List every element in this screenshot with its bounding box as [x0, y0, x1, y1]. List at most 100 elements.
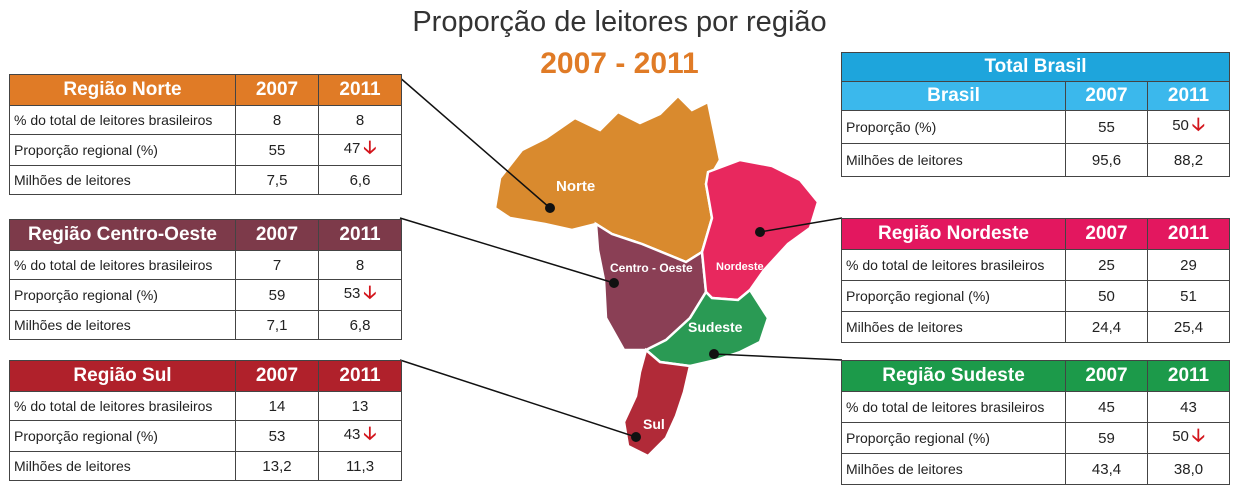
cell-2011: 50 🡣: [1146, 110, 1231, 144]
value: 8: [355, 111, 365, 129]
leader-line-centro-oeste: [399, 217, 615, 284]
cell-2011: 38,0: [1147, 453, 1230, 485]
map-label-nordeste: Nordeste: [716, 261, 764, 273]
map-region-sul: [622, 347, 692, 458]
cell-2011: 43 🡣: [318, 420, 402, 452]
table-regiao-sul: Região Sul 2007 2011 % do total de leito…: [9, 360, 402, 481]
row-label: % do total de leitores brasileiros: [9, 105, 236, 135]
row-label: Proporção (%): [841, 110, 1066, 144]
region-header: Região Sul: [9, 360, 236, 392]
value: 51: [1180, 287, 1197, 305]
table-regiao-nordeste: Região Nordeste 2007 2011 % do total de …: [841, 218, 1230, 343]
cell-2007: 7,5: [235, 165, 319, 195]
region-header: Região Centro-Oeste: [9, 219, 236, 251]
cell-2011: 88,2: [1146, 143, 1231, 177]
value: 29: [1180, 256, 1197, 274]
map-dot-sudeste: [709, 349, 719, 359]
cell-2011: 50 🡣: [1147, 422, 1230, 454]
leader-line-norte: [397, 75, 551, 209]
chart-title: Proporção de leitores por região: [412, 6, 827, 38]
row-label: % do total de leitores brasileiros: [9, 391, 236, 421]
map-dot-norte: [545, 203, 555, 213]
row-label: Proporção regional (%): [841, 422, 1066, 454]
value: 47: [343, 140, 361, 157]
decrease-arrow-icon: 🡣: [363, 282, 377, 302]
col-2007: 2007: [1065, 360, 1148, 392]
cell-2011: 47 🡣: [318, 134, 402, 166]
cell-2007: 7: [235, 250, 319, 280]
value: 43: [1180, 398, 1197, 416]
col-2011: 2011: [1146, 81, 1231, 111]
map-label-sul: Sul: [643, 416, 665, 432]
cell-2011: 11,3: [318, 451, 402, 481]
map-dot-centro-oeste: [609, 278, 619, 288]
value: 50: [1172, 117, 1189, 134]
leader-line-sudeste: [713, 353, 843, 361]
cell-2007: 55: [235, 134, 319, 166]
cell-2007: 43,4: [1065, 453, 1148, 485]
region-header: Região Sudeste: [841, 360, 1066, 392]
col-2011: 2011: [318, 360, 402, 392]
cell-2011: 51: [1147, 280, 1230, 312]
brasil-header: Total Brasil: [840, 52, 1231, 82]
map-dot-nordeste: [755, 227, 765, 237]
row-label: Milhões de leitores: [9, 310, 236, 340]
col-2011: 2011: [1147, 218, 1230, 250]
cell-2007: 13,2: [235, 451, 319, 481]
col-2007: 2007: [235, 74, 319, 106]
leader-line-sul: [399, 359, 637, 438]
value: 8: [355, 256, 365, 274]
cell-2007: 55: [1065, 110, 1148, 144]
value: 6,6: [349, 171, 371, 189]
row-label: % do total de leitores brasileiros: [841, 391, 1066, 423]
value: 6,8: [349, 316, 371, 334]
decrease-arrow-icon: 🡣: [363, 423, 377, 443]
row-label: Milhões de leitores: [841, 453, 1066, 485]
table-regiao-norte: Região Norte 2007 2011 % do total de lei…: [9, 74, 402, 195]
cell-2007: 50: [1065, 280, 1148, 312]
table-regiao-sudeste: Região Sudeste 2007 2011 % do total de l…: [841, 360, 1230, 485]
region-header: Região Norte: [9, 74, 236, 106]
region-header: Região Nordeste: [841, 218, 1066, 250]
cell-2011: 13: [318, 391, 402, 421]
value: 53: [343, 285, 361, 302]
col-2007: 2007: [1065, 81, 1148, 111]
row-label: Proporção regional (%): [9, 279, 236, 311]
cell-2007: 7,1: [235, 310, 319, 340]
row-label: Milhões de leitores: [9, 451, 236, 481]
cell-2011: 25,4: [1147, 311, 1230, 343]
cell-2011: 53 🡣: [318, 279, 402, 311]
table-total-brasil: Total Brasil Brasil 2007 2011 Proporção …: [840, 52, 1231, 177]
row-label: Proporção regional (%): [9, 420, 236, 452]
table-regiao-centro-oeste: Região Centro-Oeste 2007 2011 % do total…: [9, 219, 402, 340]
cell-2007: 53: [235, 420, 319, 452]
col-2011: 2011: [318, 74, 402, 106]
row-label: Milhões de leitores: [841, 311, 1066, 343]
row-label: Proporção regional (%): [841, 280, 1066, 312]
value: 38,0: [1173, 460, 1204, 478]
cell-2007: 25: [1065, 249, 1148, 281]
cell-2007: 45: [1065, 391, 1148, 423]
col-2007: 2007: [235, 219, 319, 251]
cell-2007: 24,4: [1065, 311, 1148, 343]
chart-subtitle: 2007 - 2011: [540, 47, 699, 80]
map-label-centro-oeste: Centro - Oeste: [610, 261, 693, 275]
cell-2007: 8: [235, 105, 319, 135]
col-2007: 2007: [1065, 218, 1148, 250]
row-label: Proporção regional (%): [9, 134, 236, 166]
cell-2011: 8: [318, 105, 402, 135]
row-label: % do total de leitores brasileiros: [9, 250, 236, 280]
value: 50: [1172, 428, 1189, 445]
cell-2007: 14: [235, 391, 319, 421]
col-2011: 2011: [1147, 360, 1230, 392]
value: 13: [351, 397, 369, 415]
map-label-norte: Norte: [556, 178, 595, 195]
map-dot-sul: [631, 432, 641, 442]
row-label: Milhões de leitores: [9, 165, 236, 195]
cell-2011: 6,6: [318, 165, 402, 195]
value: 25,4: [1173, 318, 1204, 336]
decrease-arrow-icon: 🡣: [1191, 114, 1205, 134]
cell-2011: 8: [318, 250, 402, 280]
col-2011: 2011: [318, 219, 402, 251]
cell-2011: 6,8: [318, 310, 402, 340]
